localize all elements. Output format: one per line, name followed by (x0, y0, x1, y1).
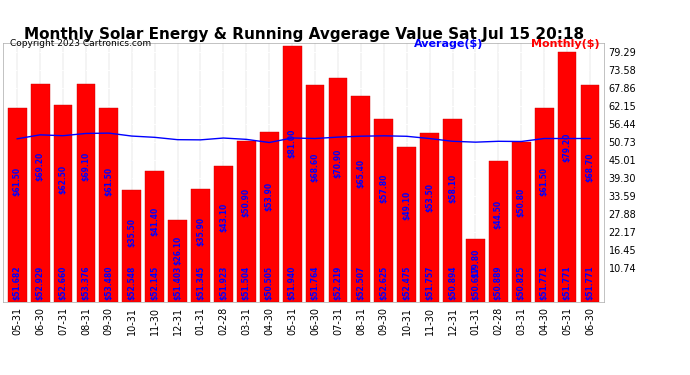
Text: $35.50: $35.50 (127, 218, 136, 247)
Text: $62.50: $62.50 (59, 165, 68, 194)
Text: Copyright 2023 Cartronics.com: Copyright 2023 Cartronics.com (10, 39, 152, 48)
Text: $61.50: $61.50 (12, 167, 21, 196)
Text: $51.771: $51.771 (586, 266, 595, 300)
Bar (122, 190, 141, 302)
Text: $53.90: $53.90 (265, 182, 274, 211)
Text: $68.60: $68.60 (310, 153, 319, 182)
Bar (191, 189, 210, 302)
Text: $50.505: $50.505 (265, 266, 274, 300)
Text: $52.929: $52.929 (36, 266, 45, 300)
Text: $58.10: $58.10 (448, 174, 457, 203)
Text: $50.80: $50.80 (517, 188, 526, 217)
Text: $50.894: $50.894 (448, 266, 457, 300)
Text: $51.345: $51.345 (196, 266, 205, 300)
Text: $57.80: $57.80 (380, 174, 388, 204)
Text: $41.40: $41.40 (150, 206, 159, 236)
Text: $52.660: $52.660 (59, 266, 68, 300)
Text: $49.10: $49.10 (402, 191, 411, 220)
Text: $44.50: $44.50 (494, 200, 503, 230)
Bar (443, 118, 462, 302)
Text: $52.475: $52.475 (402, 266, 411, 300)
Title: Monthly Solar Energy & Running Avgerage Value Sat Jul 15 20:18: Monthly Solar Energy & Running Avgerage … (23, 27, 584, 42)
Bar (99, 108, 118, 302)
Text: $26.10: $26.10 (173, 236, 182, 266)
Text: $51.771: $51.771 (540, 266, 549, 300)
Text: $50.889: $50.889 (494, 266, 503, 300)
Text: $53.480: $53.480 (104, 266, 113, 300)
Text: $19.80: $19.80 (471, 249, 480, 278)
Bar (168, 219, 187, 302)
Text: $52.548: $52.548 (127, 266, 136, 300)
Text: $51.771: $51.771 (562, 266, 571, 300)
Text: $53.50: $53.50 (425, 183, 434, 212)
Text: $50.617: $50.617 (471, 266, 480, 300)
Bar (283, 46, 302, 302)
Text: $43.10: $43.10 (219, 203, 228, 232)
Text: $69.20: $69.20 (36, 152, 45, 181)
Bar (214, 166, 233, 302)
Text: $51.940: $51.940 (288, 266, 297, 300)
Bar (512, 142, 531, 302)
Bar (260, 132, 279, 302)
Bar (237, 141, 256, 302)
Text: $61.50: $61.50 (540, 167, 549, 196)
Bar (351, 96, 371, 302)
Bar (8, 108, 27, 302)
Text: $51.504: $51.504 (241, 266, 251, 300)
Text: $51.682: $51.682 (12, 266, 21, 300)
Text: $79.20: $79.20 (562, 132, 571, 162)
Bar (580, 85, 600, 302)
Bar (535, 108, 553, 302)
Bar (466, 239, 485, 302)
Bar (146, 171, 164, 302)
Bar (375, 120, 393, 302)
Text: $35.90: $35.90 (196, 217, 205, 246)
Text: $52.625: $52.625 (380, 266, 388, 300)
Bar (420, 133, 439, 302)
Text: $51.923: $51.923 (219, 266, 228, 300)
Text: $52.145: $52.145 (150, 266, 159, 300)
Bar (54, 105, 72, 302)
Text: $53.376: $53.376 (81, 266, 90, 300)
Bar (328, 78, 347, 302)
Text: $61.50: $61.50 (104, 167, 113, 196)
Text: $51.764: $51.764 (310, 266, 319, 300)
Bar (77, 84, 95, 302)
Text: $51.757: $51.757 (425, 266, 434, 300)
Bar (306, 86, 324, 302)
Bar (397, 147, 416, 302)
Text: $51.403: $51.403 (173, 266, 182, 300)
Text: Monthly($): Monthly($) (531, 39, 600, 50)
Text: Average($): Average($) (414, 39, 484, 50)
Text: $50.825: $50.825 (517, 266, 526, 300)
Text: $52.507: $52.507 (356, 266, 366, 300)
Bar (489, 162, 508, 302)
Text: $70.90: $70.90 (333, 148, 342, 178)
Text: $52.219: $52.219 (333, 266, 342, 300)
Text: $81.00: $81.00 (288, 129, 297, 158)
Bar (31, 84, 50, 302)
Bar (558, 52, 576, 302)
Text: $69.10: $69.10 (81, 152, 90, 182)
Text: $68.70: $68.70 (586, 153, 595, 182)
Text: $50.90: $50.90 (241, 188, 251, 217)
Text: $65.40: $65.40 (356, 159, 366, 189)
